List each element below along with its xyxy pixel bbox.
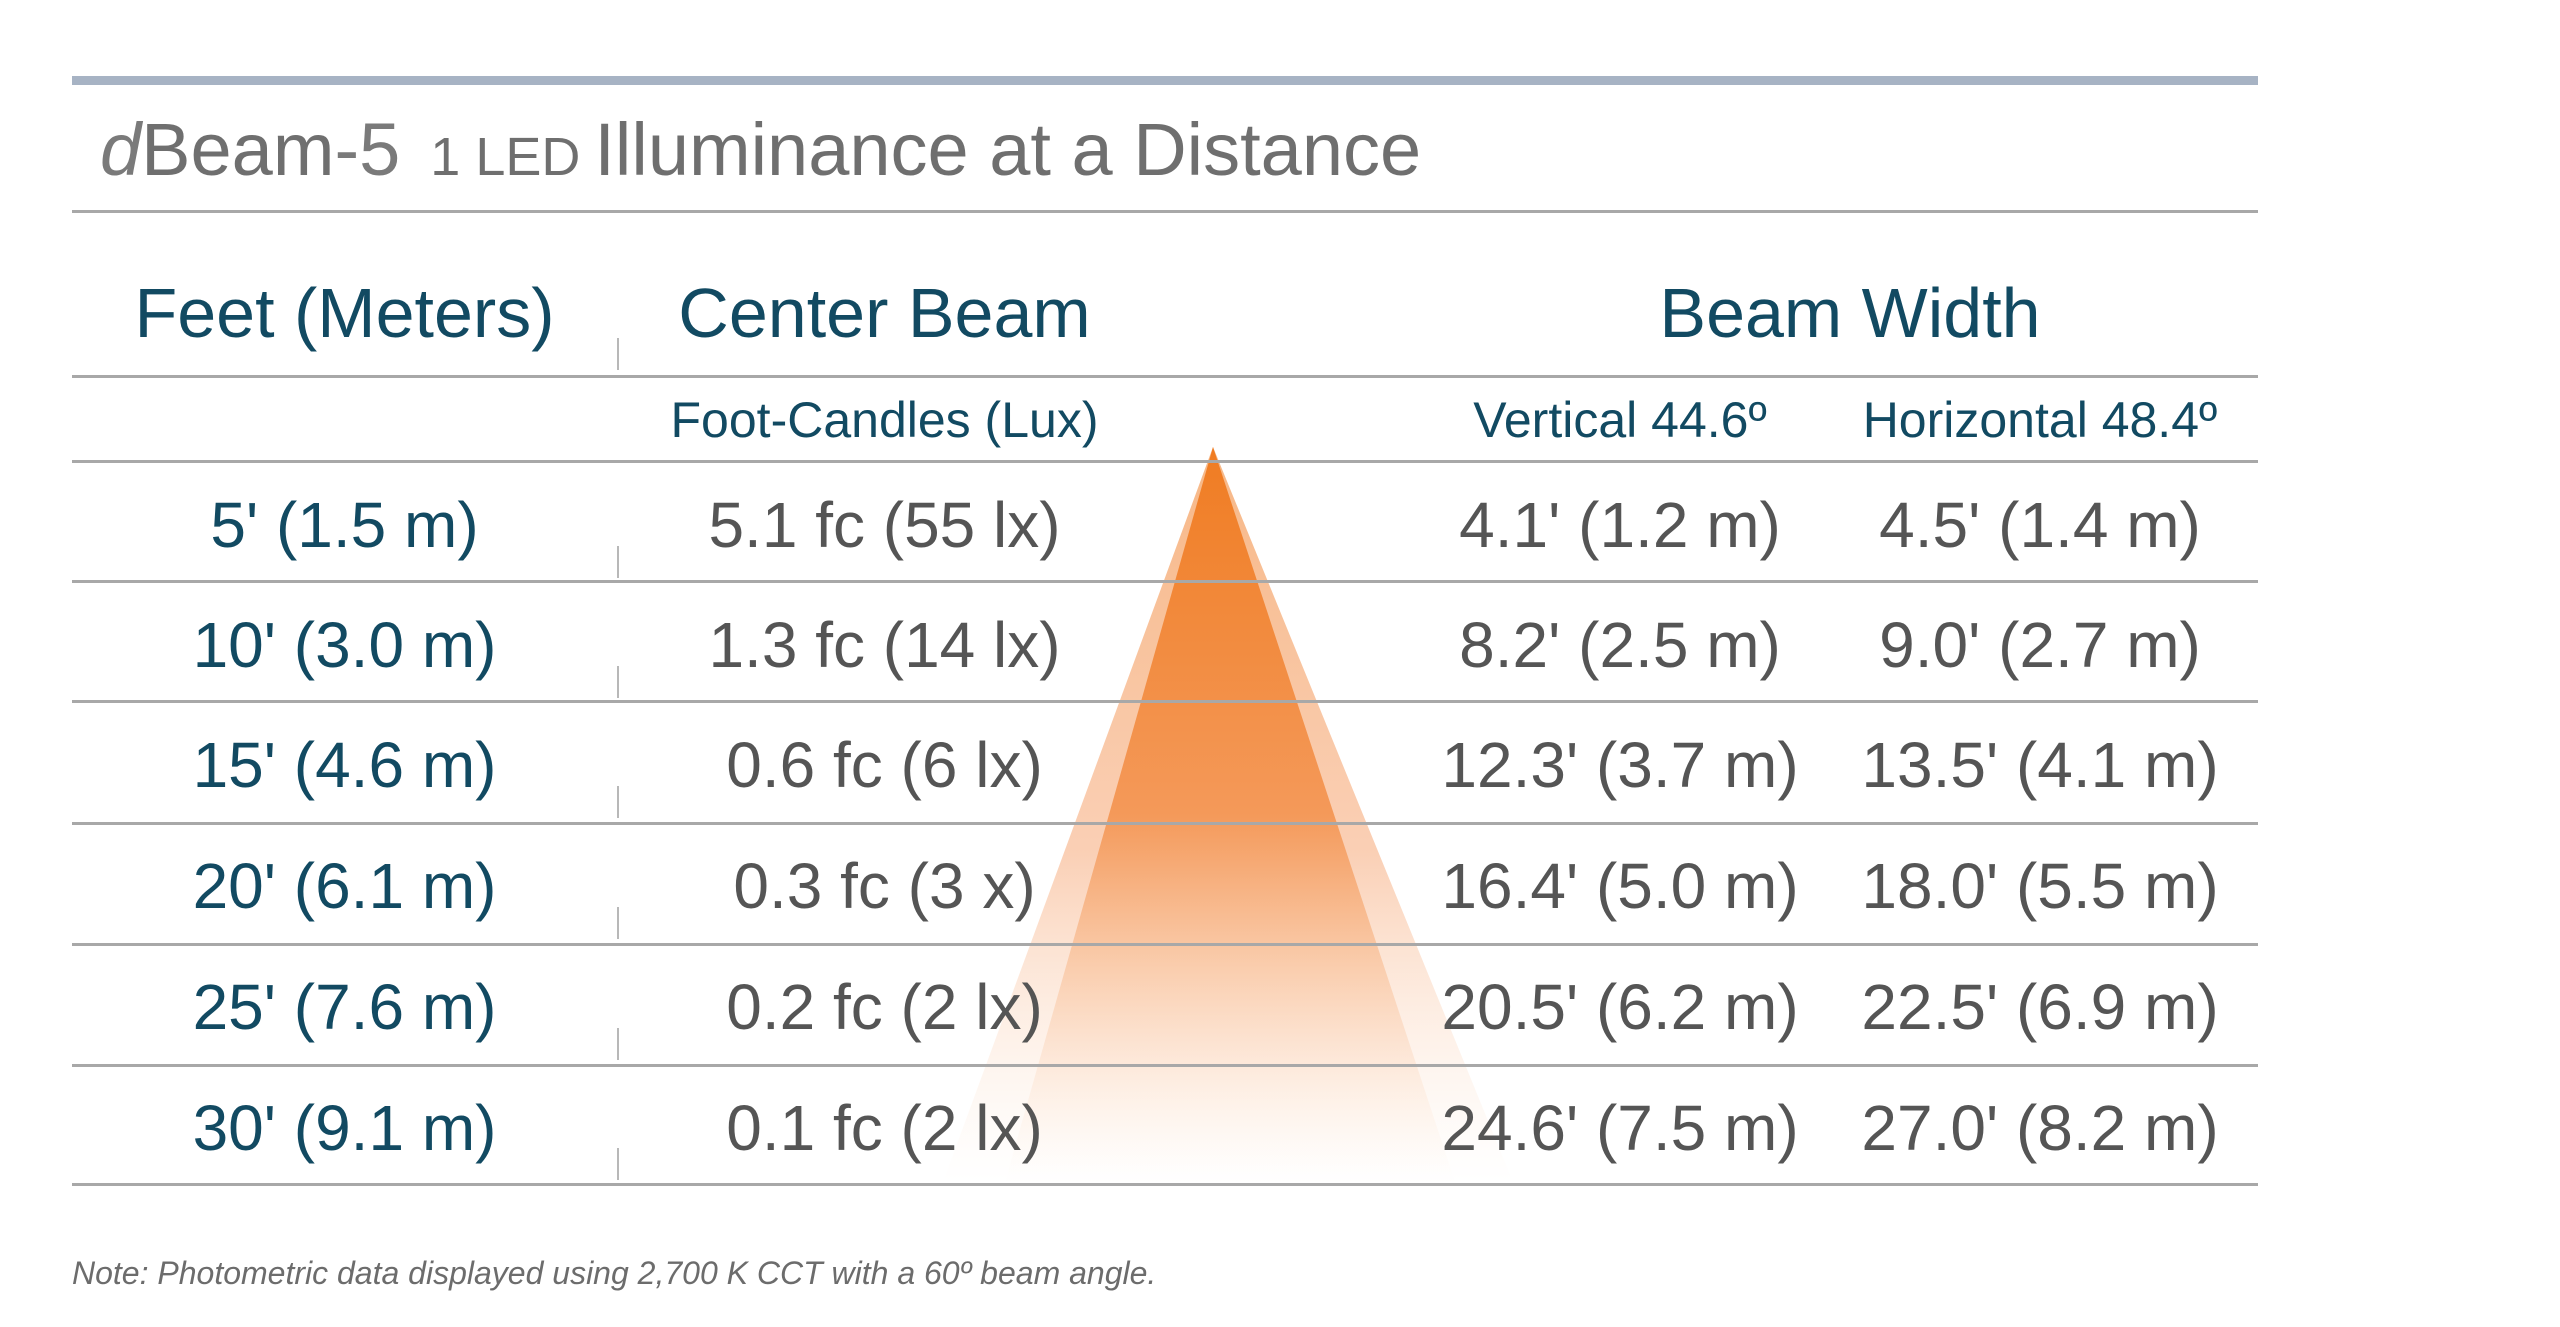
row-center-beam: 0.1 fc (2 lx) — [726, 1092, 1043, 1164]
row-horizontal-width: 18.0' (5.5 m) — [1861, 850, 2219, 922]
row-center-beam: 1.3 fc (14 lx) — [708, 609, 1061, 681]
brand-model-number: -5 — [334, 108, 401, 191]
column-divider-tick — [617, 546, 619, 578]
row-horizontal-width: 4.5' (1.4 m) — [1879, 489, 2201, 561]
table-bottom-rule — [72, 1183, 2258, 1186]
row-vertical-width: 16.4' (5.0 m) — [1441, 850, 1799, 922]
column-divider-tick — [617, 786, 619, 818]
row-distance: 20' (6.1 m) — [192, 850, 497, 922]
header-beam-width: Beam Width — [1659, 274, 2041, 352]
row-distance: 5' (1.5 m) — [210, 489, 479, 561]
row-vertical-width: 24.6' (7.5 m) — [1441, 1092, 1799, 1164]
row-rule — [72, 822, 2258, 825]
subheader-rule — [72, 460, 2258, 463]
beam-cone-inner — [1005, 447, 1455, 1182]
footnote: Note: Photometric data displayed using 2… — [72, 1255, 1157, 1291]
column-divider-tick — [617, 1148, 619, 1180]
row-center-beam: 5.1 fc (55 lx) — [708, 489, 1061, 561]
row-vertical-width: 12.3' (3.7 m) — [1441, 729, 1799, 801]
row-center-beam: 0.6 fc (6 lx) — [726, 729, 1043, 801]
brand-d: d — [100, 108, 142, 191]
page-title: dBeam-5 1 LED Illuminance at a Distance — [100, 100, 1421, 200]
row-horizontal-width: 9.0' (2.7 m) — [1879, 609, 2201, 681]
row-vertical-width: 8.2' (2.5 m) — [1459, 609, 1781, 681]
row-center-beam: 0.2 fc (2 lx) — [726, 971, 1043, 1043]
subheader-vertical: Vertical 44.6º — [1473, 392, 1767, 448]
row-center-beam: 0.3 fc (3 x) — [733, 850, 1036, 922]
row-vertical-width: 4.1' (1.2 m) — [1459, 489, 1781, 561]
row-rule — [72, 1064, 2258, 1067]
row-distance: 30' (9.1 m) — [192, 1092, 497, 1164]
column-divider-tick — [617, 907, 619, 939]
row-horizontal-width: 13.5' (4.1 m) — [1861, 729, 2219, 801]
header-distance: Feet (Meters) — [134, 274, 555, 352]
row-horizontal-width: 27.0' (8.2 m) — [1861, 1092, 2219, 1164]
subheader-horizontal: Horizontal 48.4º — [1862, 392, 2218, 448]
subheader-center-beam-units: Foot-Candles (Lux) — [670, 392, 1099, 448]
title-heading: Illuminance at a Distance — [594, 108, 1422, 191]
row-horizontal-width: 22.5' (6.9 m) — [1861, 971, 2219, 1043]
brand-beam: Beam — [141, 108, 335, 191]
title-rule — [72, 210, 2258, 213]
led-count-label: 1 LED — [430, 127, 581, 187]
header-rule — [72, 375, 2258, 378]
row-rule — [72, 943, 2258, 946]
row-distance: 15' (4.6 m) — [192, 729, 497, 801]
column-divider-tick — [617, 338, 619, 370]
top-accent-bar — [72, 76, 2258, 85]
row-rule — [72, 700, 2258, 703]
header-center-beam: Center Beam — [678, 274, 1091, 352]
row-distance: 25' (7.6 m) — [192, 971, 497, 1043]
column-divider-tick — [617, 1028, 619, 1060]
row-distance: 10' (3.0 m) — [192, 609, 497, 681]
row-rule — [72, 580, 2258, 583]
column-divider-tick — [617, 666, 619, 698]
row-vertical-width: 20.5' (6.2 m) — [1441, 971, 1799, 1043]
